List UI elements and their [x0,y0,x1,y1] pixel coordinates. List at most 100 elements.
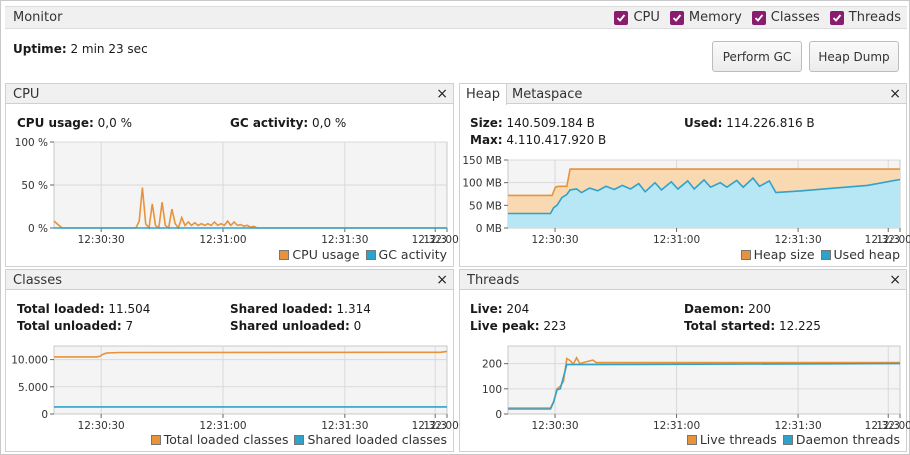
live-label: Live: [470,302,503,316]
total-loaded-label: Total loaded: [17,302,105,316]
x-tick-label: 12:31:00 [199,420,246,432]
daemon-value: 200 [748,302,772,316]
gc-activity-value: 0,0 % [312,116,347,130]
close-icon[interactable]: × [889,272,901,288]
gc-activity-label: GC activity: [230,116,309,130]
close-icon[interactable]: × [436,86,448,102]
heap-size-value: 140.509.184 B [506,116,595,130]
y-tick-label: 150 MB [462,155,502,167]
y-tick-label: 0 [41,409,48,421]
toggle-cpu-label: CPU [633,10,660,25]
view-toggles: CPU Memory Classes Threads [614,10,901,25]
threads-legend: Live threads Daemon threads [686,432,900,447]
legend-item-live-threads: Live threads [686,432,777,447]
heap-used-stat: Used: 114.226.816 B [684,116,815,130]
chart-svg: 0 % 50 % 100 % 12:30:30 12:31:00 12:31:30 12:3… [15,137,459,246]
chart-svg: 0 5.000 10.000 12:30:30 12:31:00 12:31:30 12:3… [11,345,459,432]
cpu-usage-stat: CPU usage: 0,0 % [17,116,132,130]
shared-loaded-label: Shared loaded: [230,302,333,316]
gc-activity-stat: GC activity: 0,0 % [230,116,346,130]
heap-max-stat: Max: 4.110.417.920 B [470,133,606,147]
y-tick-label: 50 % [21,180,48,192]
x-tick-label: 12:31:30 [774,420,821,432]
heap-panel-header: Heap Metaspace × [460,84,906,105]
shared-unloaded-label: Shared unloaded: [230,319,350,333]
heap-size-label: Size: [470,116,503,130]
checkbox-icon[interactable] [614,10,629,25]
legend-item-daemon-threads: Daemon threads [782,432,900,447]
x-tick-label: 12:31:30 [321,234,368,246]
y-tick-label: 100 MB [462,178,502,190]
x-tick-label: 12:32:00 [412,234,459,246]
legend-label: Used heap [833,247,900,262]
series-area [508,178,900,228]
legend-item-shared-loaded-classes: Shared loaded classes [294,432,447,447]
heap-max-value: 4.110.417.920 B [506,133,607,147]
cpu-legend: CPU usage GC activity [279,247,447,262]
close-icon[interactable]: × [889,86,901,102]
live-peak-label: Live peak: [470,319,540,333]
checkbox-icon[interactable] [829,10,844,25]
close-icon[interactable]: × [436,272,448,288]
legend-item-used-heap: Used heap [820,247,900,262]
legend-label: CPU usage [292,247,360,262]
legend-swatch [820,249,831,260]
y-tick-label: 10.000 [11,355,48,367]
heap-used-label: Used: [684,116,723,130]
classes-panel-header: Classes × [6,270,453,290]
checkbox-icon[interactable] [669,10,684,25]
x-tick-label: 12:31:00 [653,234,700,246]
shared-loaded-stat: Shared loaded: 1.314 [230,302,371,316]
toggle-threads[interactable]: Threads [829,10,901,25]
legend-label: Heap size [753,247,815,262]
tab-metaspace[interactable]: Metaspace [512,87,583,102]
cpu-panel-header: CPU × [6,84,453,104]
uptime-value: 2 min 23 sec [70,42,148,56]
y-tick-label: 0 [495,409,502,421]
legend-swatch [740,249,751,260]
chart-svg: 0 100 200 12:30:30 12:31:00 12:31:30 12:32:001… [482,345,910,432]
uptime-label: Uptime: [13,42,67,56]
legend-label: Daemon threads [795,432,900,447]
plot-area [507,345,901,415]
toggle-cpu[interactable]: CPU [614,10,660,25]
total-unloaded-value: 7 [125,319,134,333]
tab-heap[interactable]: Heap [460,84,507,105]
shared-unloaded-stat: Shared unloaded: 0 [230,319,361,333]
cpu-usage-value: 0,0 % [97,116,132,130]
plot-area [53,345,448,415]
legend-swatch [294,434,305,445]
x-tick-label: 12:3 [423,234,447,246]
legend-label: Total loaded classes [163,432,289,447]
x-tick-label: 12:30:30 [78,234,125,246]
legend-item-total-loaded-classes: Total loaded classes [150,432,289,447]
heap-chart: 0 MB 50 MB 100 MB 150 MB 12:30:30 12:31:00 12:… [460,154,910,246]
heap-dump-button[interactable]: Heap Dump [809,41,899,72]
checkbox-icon[interactable] [751,10,766,25]
x-tick-label: 12:3 [423,420,447,432]
x-tick-label: 12:30:30 [78,420,125,432]
daemon-stat: Daemon: 200 [684,302,771,316]
cpu-panel-title: CPU [13,87,40,102]
toggle-threads-label: Threads [848,10,901,25]
shared-loaded-value: 1.314 [336,302,371,316]
legend-swatch [686,434,697,445]
live-peak-stat: Live peak: 223 [470,319,566,333]
shared-unloaded-value: 0 [353,319,362,333]
legend-item-heap-size: Heap size [740,247,815,262]
heap-legend: Heap size Used heap [740,247,900,262]
cpu-usage-label: CPU usage: [17,116,94,130]
toggle-classes[interactable]: Classes [751,10,820,25]
daemon-label: Daemon: [684,302,745,316]
x-tick-label: 12:31:30 [774,234,821,246]
y-tick-label: 0 % [28,223,48,235]
toggle-memory[interactable]: Memory [669,10,742,25]
heap-size-stat: Size: 140.509.184 B [470,116,595,130]
y-tick-label: 200 [482,359,502,371]
total-started-label: Total started: [684,319,776,333]
x-tick-label: 12:31:30 [321,420,368,432]
x-tick-label: 12:32:00 [865,234,910,246]
monitor-title: Monitor [13,10,63,25]
perform-gc-button[interactable]: Perform GC [712,41,802,72]
